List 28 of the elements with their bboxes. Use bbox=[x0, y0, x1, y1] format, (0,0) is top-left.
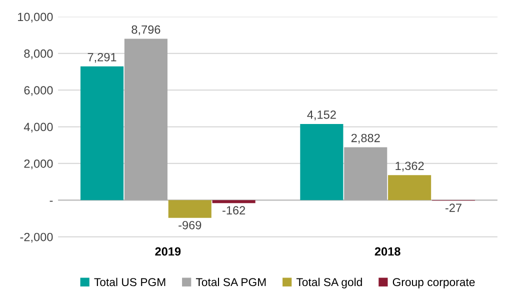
data-label: -162 bbox=[222, 206, 246, 215]
data-label: 1,362 bbox=[396, 162, 424, 172]
bar bbox=[300, 124, 344, 200]
data-label: 8,796 bbox=[132, 25, 160, 36]
y-tick-label: -2,000 bbox=[20, 232, 53, 243]
data-label: 4,152 bbox=[307, 110, 336, 120]
data-label: 2,882 bbox=[351, 134, 380, 144]
bar bbox=[124, 38, 168, 200]
legend-label: Total SA gold bbox=[296, 278, 362, 288]
y-tick-label: 4,000 bbox=[24, 122, 53, 133]
data-label: -27 bbox=[445, 204, 462, 212]
y-tick-label: 2,000 bbox=[24, 159, 53, 170]
bar bbox=[168, 200, 212, 218]
legend-label: Total US PGM bbox=[94, 278, 166, 286]
data-label: 7,291 bbox=[88, 52, 116, 63]
legend-label: Group corporate bbox=[392, 278, 475, 288]
legend-label: Total SA PGM bbox=[196, 278, 266, 286]
bar bbox=[212, 200, 256, 204]
bar bbox=[80, 66, 124, 200]
y-tick-label: 6,000 bbox=[24, 86, 53, 96]
y-tick-label: 10,000 bbox=[18, 12, 53, 23]
y-tick-label: - bbox=[50, 200, 53, 202]
x-tick-label: 2019 bbox=[155, 247, 181, 256]
data-label: -969 bbox=[178, 220, 202, 230]
bar bbox=[388, 175, 432, 200]
y-tick-label: 8,000 bbox=[24, 49, 53, 60]
bar bbox=[344, 147, 388, 200]
x-tick-label: 2018 bbox=[374, 247, 400, 256]
